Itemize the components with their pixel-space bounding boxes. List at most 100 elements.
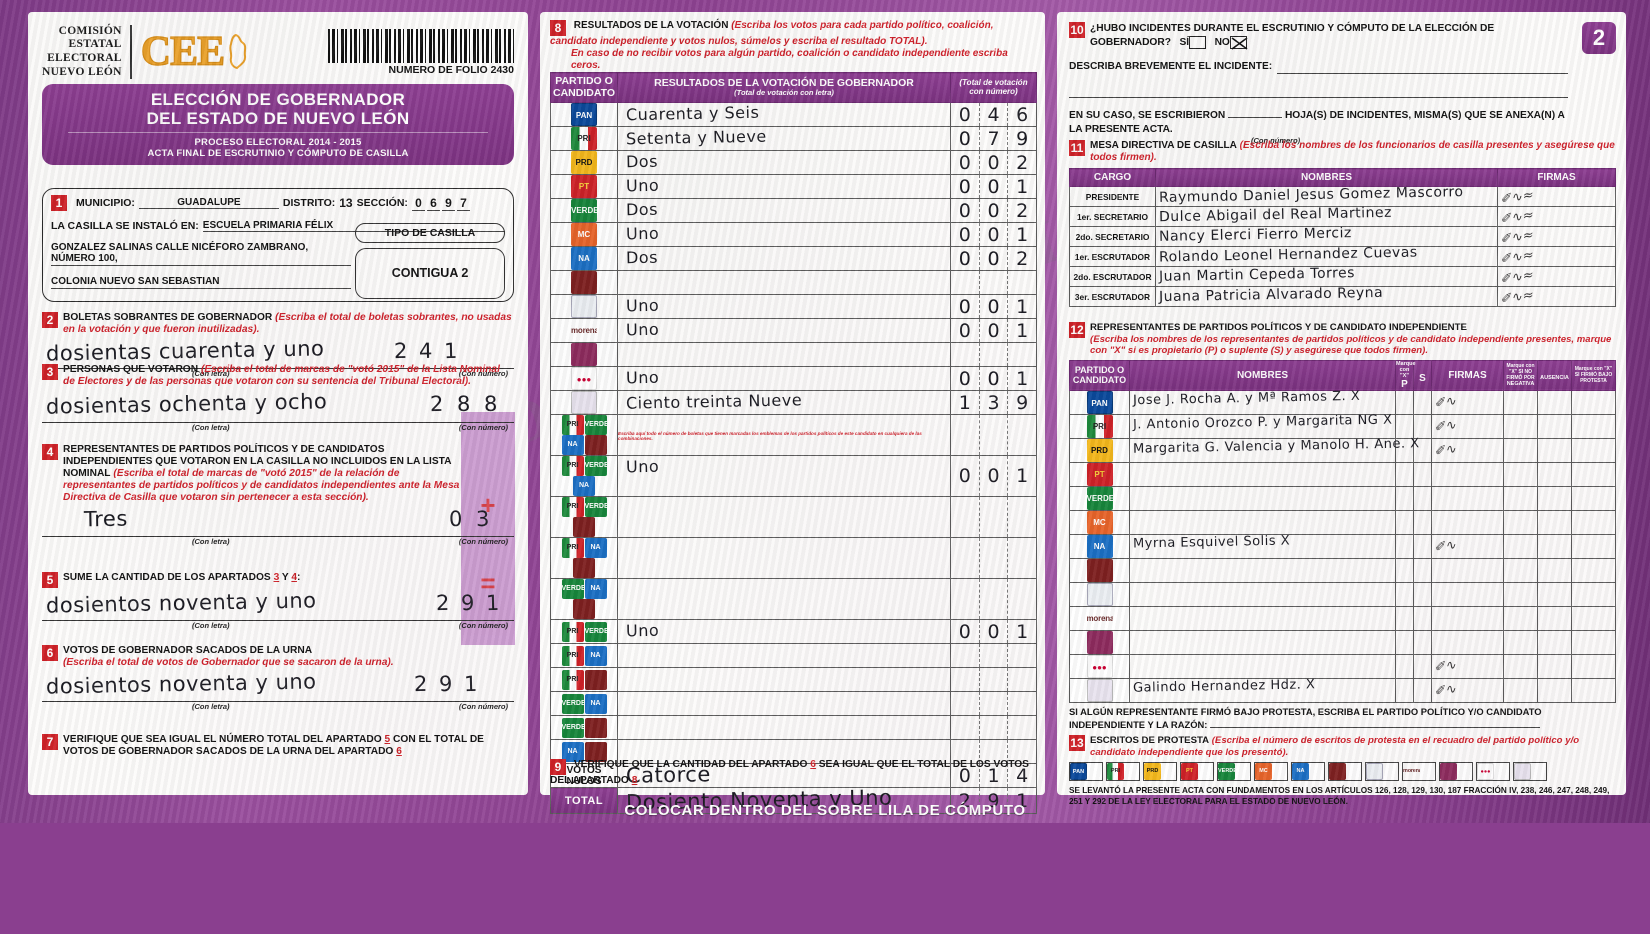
section-5-letters[interactable]: dosientos noventa y uno: [45, 588, 317, 618]
domicilio-line-3[interactable]: COLONIA NUEVO SAN SEBASTIAN: [51, 276, 351, 289]
section-4-letters[interactable]: Tres: [83, 506, 129, 532]
protesta-value-enc[interactable]: [1494, 763, 1509, 781]
mesa-firma[interactable]: ✐∿≈: [1497, 186, 1616, 207]
reps-s-cell[interactable]: [1413, 581, 1432, 607]
mesa-firma[interactable]: ✐∿≈: [1497, 266, 1616, 287]
votes-digits-23[interactable]: [951, 740, 1036, 764]
protesta-box-na[interactable]: NA: [1291, 762, 1325, 782]
reps-protesta-cell[interactable]: [1571, 461, 1616, 487]
protesta-box-enc[interactable]: ●●●: [1476, 762, 1510, 782]
reps-nombre[interactable]: [1129, 557, 1396, 583]
protesta-value-ind[interactable]: [1531, 763, 1546, 781]
votes-digits-20[interactable]: [951, 668, 1036, 692]
reps-ausencia-cell[interactable]: [1537, 605, 1572, 631]
reps-nombre[interactable]: [1129, 605, 1396, 631]
reps-nombre[interactable]: [1129, 485, 1396, 511]
votes-digits-10[interactable]: [951, 343, 1036, 367]
votes-digits-17[interactable]: [951, 579, 1036, 620]
reps-firma[interactable]: [1431, 629, 1504, 655]
tipo-casilla-value[interactable]: CONTIGUA 2: [355, 248, 505, 299]
protesta-value-pri[interactable]: [1124, 763, 1139, 781]
reps-p-cell[interactable]: [1395, 509, 1414, 535]
reps-p-cell[interactable]: [1395, 653, 1414, 679]
reps-protesta-cell[interactable]: [1571, 437, 1616, 463]
reps-nombre[interactable]: Jose J. Rocha A. y Mª Ramos Z. X: [1129, 388, 1396, 415]
reps-firma[interactable]: [1431, 605, 1504, 631]
reps-ausencia-cell[interactable]: [1537, 413, 1572, 439]
section-3-digits[interactable]: 2 8 8: [430, 392, 498, 416]
reps-negativa-cell[interactable]: [1503, 629, 1538, 655]
votes-row-letters[interactable]: [617, 691, 951, 717]
votes-digits-15[interactable]: [951, 497, 1036, 538]
protesta-box-pan[interactable]: PAN: [1069, 762, 1103, 782]
no-checkbox[interactable]: [1229, 36, 1248, 50]
mesa-nombre[interactable]: Raymundo Daniel Jesus Gomez Mascorro: [1155, 184, 1498, 207]
reps-s-cell[interactable]: [1413, 557, 1432, 583]
mesa-nombre[interactable]: Dulce Abigail del Real Martinez: [1155, 205, 1498, 227]
votes-row-letters[interactable]: Dos: [617, 150, 951, 176]
votes-digits-21[interactable]: [951, 692, 1036, 716]
votes-digits-19[interactable]: [951, 644, 1036, 668]
hojas-input[interactable]: [1228, 107, 1283, 119]
protesta-box-cruz[interactable]: [1328, 762, 1362, 782]
reps-p-cell[interactable]: [1395, 533, 1414, 559]
section-2-digits[interactable]: 2 4 1: [394, 339, 458, 363]
reps-protesta-cell[interactable]: [1571, 509, 1616, 535]
reps-p-cell[interactable]: [1395, 437, 1414, 463]
votes-row-letters[interactable]: Setenta y Nueve: [617, 126, 951, 152]
votes-digits-13[interactable]: [951, 415, 1036, 456]
reps-p-cell[interactable]: [1395, 581, 1414, 607]
votes-digits-16[interactable]: [951, 538, 1036, 579]
section-6-digits[interactable]: 2 9 1: [414, 672, 478, 696]
votes-row-letters[interactable]: [617, 270, 951, 296]
protesta-value-na[interactable]: [1309, 763, 1324, 781]
reps-firma[interactable]: [1431, 581, 1504, 607]
votes-row-letters[interactable]: Uno: [617, 174, 951, 200]
reps-s-cell[interactable]: [1413, 413, 1432, 439]
votes-row-letters[interactable]: Ciento treinta Nueve: [617, 390, 951, 416]
domicilio-line-1[interactable]: ESCUELA PRIMARIA FÉLIX: [202, 220, 505, 232]
reps-negativa-cell[interactable]: [1503, 677, 1538, 703]
reps-ausencia-cell[interactable]: [1537, 437, 1572, 463]
reps-ausencia-cell[interactable]: [1537, 581, 1572, 607]
votes-row-letters[interactable]: [617, 496, 951, 539]
reps-ausencia-cell[interactable]: [1537, 629, 1572, 655]
reps-firma[interactable]: ✐∿: [1431, 389, 1504, 415]
votes-row-letters[interactable]: Uno: [617, 294, 951, 320]
reps-p-cell[interactable]: [1395, 485, 1414, 511]
protesta-value-pt[interactable]: [1198, 763, 1213, 781]
reps-p-cell[interactable]: [1395, 629, 1414, 655]
votes-row-letters[interactable]: Dos: [617, 198, 951, 224]
section-5-digits[interactable]: 2 9 1: [436, 591, 500, 615]
votes-row-letters[interactable]: [617, 715, 951, 741]
reps-protesta-cell[interactable]: [1571, 629, 1616, 655]
votos-total-letters[interactable]: Dosiento Noventa y Uno: [617, 786, 951, 815]
reps-firma[interactable]: [1431, 557, 1504, 583]
votes-row-letters[interactable]: Escriba aquí todo el número de boletas q…: [617, 414, 951, 457]
reps-protesta-cell[interactable]: [1571, 485, 1616, 511]
protesta-value-pan[interactable]: [1087, 763, 1102, 781]
reps-ausencia-cell[interactable]: [1537, 557, 1572, 583]
reps-ausencia-cell[interactable]: [1537, 389, 1572, 415]
reps-p-cell[interactable]: [1395, 677, 1414, 703]
reps-firma[interactable]: [1431, 485, 1504, 511]
reps-ausencia-cell[interactable]: [1537, 485, 1572, 511]
protesta-box-pt[interactable]: PT: [1180, 762, 1214, 782]
votes-row-letters[interactable]: [617, 667, 951, 693]
municipio-value[interactable]: GUADALUPE: [138, 197, 279, 209]
reps-s-cell[interactable]: [1413, 629, 1432, 655]
protesta-box-ind[interactable]: [1513, 762, 1547, 782]
reps-firma[interactable]: [1431, 509, 1504, 535]
reps-nombre[interactable]: [1129, 581, 1396, 607]
reps-firma[interactable]: ✐∿: [1431, 533, 1504, 559]
reps-negativa-cell[interactable]: [1503, 413, 1538, 439]
protesta-value-ph[interactable]: [1383, 763, 1398, 781]
reps-protesta-cell[interactable]: [1571, 389, 1616, 415]
reps-negativa-cell[interactable]: [1503, 389, 1538, 415]
